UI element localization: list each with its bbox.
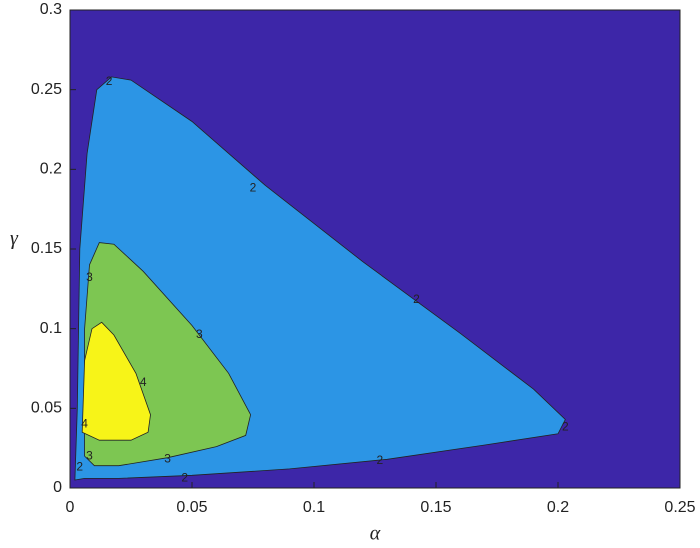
contour-label: 2 — [562, 420, 569, 434]
contour-label: 2 — [377, 453, 384, 467]
contour-label: 3 — [164, 451, 171, 465]
y-tick-label: 0 — [53, 479, 62, 496]
x-tick-label: 0.2 — [547, 499, 569, 516]
y-axis-label: γ — [10, 228, 19, 250]
contour-label: 3 — [86, 448, 93, 462]
x-tick-label: 0 — [66, 499, 75, 516]
x-axis-label: α — [370, 523, 381, 545]
y-tick-label: 0.15 — [31, 240, 62, 257]
y-tick-label: 0.3 — [40, 1, 62, 18]
y-tick-label: 0.1 — [40, 320, 62, 337]
y-tick-label: 0.2 — [40, 161, 62, 178]
x-tick-label: 0.05 — [176, 499, 207, 516]
contour-label: 3 — [196, 327, 203, 341]
contour-region — [81, 321, 151, 441]
contour-label: 2 — [250, 181, 257, 195]
y-tick-label: 0.25 — [31, 81, 62, 98]
contour-label: 4 — [140, 375, 147, 389]
contour-label: 2 — [413, 292, 420, 306]
x-tick-label: 0.25 — [664, 499, 695, 516]
contour-label: 4 — [81, 416, 88, 430]
x-tick-label: 0.15 — [420, 499, 451, 516]
y-tick-label: 0.05 — [31, 400, 62, 417]
contour-label: 2 — [181, 471, 188, 485]
contour-label: 2 — [76, 459, 83, 473]
contour-label: 3 — [86, 270, 93, 284]
contour-label: 2 — [106, 74, 113, 88]
x-tick-label: 0.1 — [303, 499, 325, 516]
